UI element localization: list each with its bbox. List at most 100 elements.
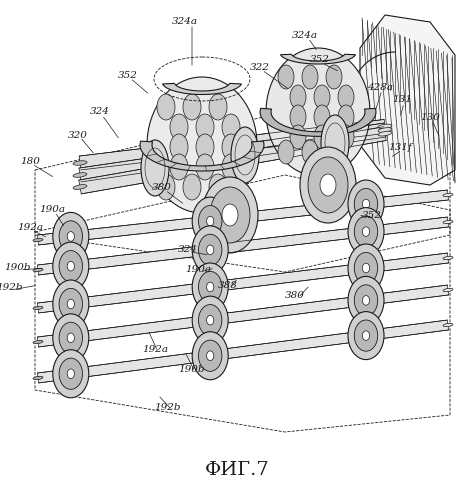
Ellipse shape xyxy=(314,105,330,129)
Ellipse shape xyxy=(59,221,82,252)
Ellipse shape xyxy=(73,184,87,190)
Ellipse shape xyxy=(302,140,318,164)
Ellipse shape xyxy=(192,296,228,344)
Ellipse shape xyxy=(207,351,214,360)
Ellipse shape xyxy=(326,140,342,164)
Ellipse shape xyxy=(338,125,354,149)
Ellipse shape xyxy=(170,134,188,160)
Ellipse shape xyxy=(157,94,175,120)
Polygon shape xyxy=(140,141,264,171)
Ellipse shape xyxy=(199,340,222,372)
Polygon shape xyxy=(37,217,448,275)
Text: 324a: 324a xyxy=(292,30,318,40)
Ellipse shape xyxy=(363,296,370,305)
Text: 322: 322 xyxy=(250,64,270,72)
Polygon shape xyxy=(79,126,386,194)
Ellipse shape xyxy=(207,316,214,325)
Polygon shape xyxy=(37,285,448,347)
Ellipse shape xyxy=(141,140,169,196)
Ellipse shape xyxy=(207,216,214,226)
Ellipse shape xyxy=(73,172,87,178)
Text: ФИГ.7: ФИГ.7 xyxy=(205,461,269,479)
Text: 380: 380 xyxy=(285,290,305,300)
Ellipse shape xyxy=(363,263,370,273)
Text: 190b: 190b xyxy=(179,366,205,374)
Ellipse shape xyxy=(443,194,453,196)
Ellipse shape xyxy=(378,128,392,132)
Ellipse shape xyxy=(290,105,306,129)
Ellipse shape xyxy=(278,140,294,164)
Ellipse shape xyxy=(210,187,250,243)
Ellipse shape xyxy=(209,94,227,120)
Ellipse shape xyxy=(196,154,214,180)
Ellipse shape xyxy=(53,212,89,260)
Polygon shape xyxy=(360,15,455,185)
Ellipse shape xyxy=(196,134,214,160)
Ellipse shape xyxy=(348,180,384,228)
Ellipse shape xyxy=(73,161,87,165)
Ellipse shape xyxy=(266,48,370,176)
Ellipse shape xyxy=(53,280,89,328)
Text: 352: 352 xyxy=(362,210,382,220)
Ellipse shape xyxy=(170,154,188,180)
Text: 324: 324 xyxy=(178,246,198,254)
Ellipse shape xyxy=(338,105,354,129)
Ellipse shape xyxy=(67,333,74,342)
Ellipse shape xyxy=(192,332,228,380)
Ellipse shape xyxy=(348,276,384,324)
Text: 192b: 192b xyxy=(0,284,23,292)
Ellipse shape xyxy=(338,85,354,109)
Ellipse shape xyxy=(314,85,330,109)
Ellipse shape xyxy=(321,115,349,171)
Ellipse shape xyxy=(300,147,356,223)
Ellipse shape xyxy=(348,244,384,292)
Ellipse shape xyxy=(199,206,222,236)
Text: 131: 131 xyxy=(392,96,412,104)
Ellipse shape xyxy=(302,65,318,89)
Text: 352: 352 xyxy=(118,70,138,80)
Ellipse shape xyxy=(443,288,453,292)
Ellipse shape xyxy=(202,177,258,253)
Ellipse shape xyxy=(147,77,257,213)
Ellipse shape xyxy=(354,285,378,316)
Ellipse shape xyxy=(183,94,201,120)
Ellipse shape xyxy=(59,288,82,320)
Ellipse shape xyxy=(378,124,392,128)
Ellipse shape xyxy=(222,134,240,160)
Ellipse shape xyxy=(67,369,74,378)
Ellipse shape xyxy=(53,242,89,290)
Ellipse shape xyxy=(33,306,43,310)
Text: 388: 388 xyxy=(218,280,238,289)
Ellipse shape xyxy=(59,322,82,354)
Ellipse shape xyxy=(231,127,259,183)
Polygon shape xyxy=(281,54,356,64)
Ellipse shape xyxy=(199,272,222,302)
Ellipse shape xyxy=(290,125,306,149)
Ellipse shape xyxy=(207,245,214,254)
Ellipse shape xyxy=(67,232,74,241)
Text: 131f: 131f xyxy=(388,144,412,152)
Ellipse shape xyxy=(199,304,222,336)
Text: 130: 130 xyxy=(420,114,440,122)
Text: 190a: 190a xyxy=(185,266,211,274)
Ellipse shape xyxy=(348,312,384,360)
Polygon shape xyxy=(37,190,448,245)
Ellipse shape xyxy=(222,154,240,180)
Ellipse shape xyxy=(290,85,306,109)
Ellipse shape xyxy=(33,238,43,242)
Text: 190b: 190b xyxy=(5,264,31,272)
Text: 192b: 192b xyxy=(155,404,181,412)
Ellipse shape xyxy=(59,358,82,390)
Text: 352: 352 xyxy=(310,56,330,64)
Ellipse shape xyxy=(67,299,74,309)
Ellipse shape xyxy=(222,114,240,140)
Text: 324: 324 xyxy=(90,108,110,116)
Ellipse shape xyxy=(363,331,370,340)
Text: 192a: 192a xyxy=(142,346,168,354)
Ellipse shape xyxy=(354,320,378,351)
Text: 192a: 192a xyxy=(17,224,43,232)
Ellipse shape xyxy=(170,114,188,140)
Polygon shape xyxy=(163,84,242,94)
Ellipse shape xyxy=(209,174,227,200)
Ellipse shape xyxy=(443,324,453,326)
